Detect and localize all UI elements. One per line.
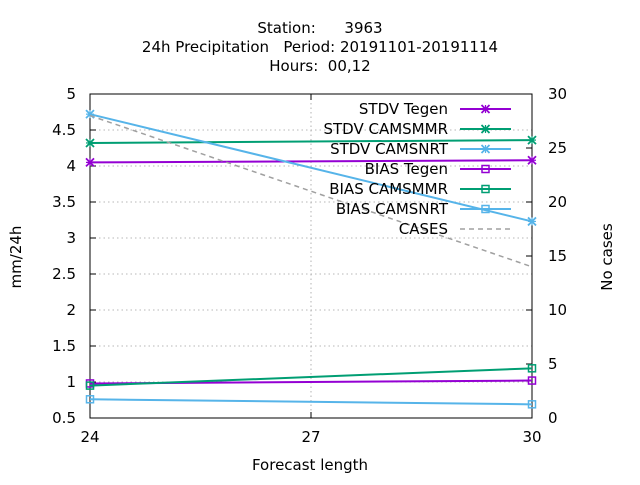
y-tick-label: 5 <box>66 85 76 103</box>
chart-title-line: Hours: 00,12 <box>269 57 370 75</box>
legend-label: STDV Tegen <box>359 100 448 118</box>
legend: STDV Tegen STDV CAMSMMR STDV CAMSNRT BIAS T… <box>323 100 511 238</box>
chart-title: Station: 3963 24h Precipitation Period: … <box>142 19 498 75</box>
point-marker-x <box>86 139 94 147</box>
y-tick-label: 4 <box>66 157 76 175</box>
legend-label: BIAS CAMSMMR <box>329 180 448 198</box>
x-tick-label: 24 <box>80 428 99 446</box>
legend-label: BIAS Tegen <box>365 160 448 178</box>
x-tick-label: 30 <box>522 428 541 446</box>
series-line <box>90 116 532 267</box>
legend-label: STDV CAMSMMR <box>323 120 448 138</box>
chart-title-line: 24h Precipitation Period: 20191101-20191… <box>142 38 498 56</box>
point-marker-x <box>482 145 490 153</box>
x-tick-label: 27 <box>301 428 320 446</box>
y-tick-label: 3 <box>66 229 76 247</box>
y-tick-label: 1.5 <box>52 337 76 355</box>
chart-title-line: Station: 3963 <box>257 19 382 37</box>
series-line <box>90 160 532 162</box>
y2-tick-label: 20 <box>548 193 567 211</box>
legend-label: BIAS CAMSNRT <box>336 200 449 218</box>
point-marker-x <box>482 125 490 133</box>
y2-tick-label: 10 <box>548 301 567 319</box>
legend-label: CASES <box>399 220 448 238</box>
x-axis-label: Forecast length <box>252 456 368 474</box>
y2-tick-label: 25 <box>548 139 567 157</box>
y-tick-label: 4.5 <box>52 121 76 139</box>
legend-label: STDV CAMSNRT <box>330 140 449 158</box>
y2-tick-label: 0 <box>548 409 558 427</box>
y-tick-label: 3.5 <box>52 193 76 211</box>
point-marker-x <box>528 156 536 164</box>
y2-tick-label: 15 <box>548 247 567 265</box>
point-marker-x <box>86 158 94 166</box>
series-line <box>90 140 532 143</box>
series-lines <box>86 110 536 408</box>
y2-axis-label: No cases <box>598 223 616 291</box>
point-marker-x <box>482 105 490 113</box>
point-marker-x <box>528 217 536 225</box>
y2-tick-label: 30 <box>548 85 567 103</box>
point-marker-x <box>528 136 536 144</box>
y-axis-label: mm/24h <box>7 226 25 289</box>
axes: 0.5 1 1.5 2 2.5 3 3.5 4 4.5 5 24 27 30 0 5 10 15 20 25 30 <box>52 85 567 446</box>
y-tick-label: 2.5 <box>52 265 76 283</box>
y2-tick-label: 5 <box>548 355 558 373</box>
y-tick-label: 2 <box>66 301 76 319</box>
y-tick-label: 1 <box>66 373 76 391</box>
y-tick-label: 0.5 <box>52 409 76 427</box>
